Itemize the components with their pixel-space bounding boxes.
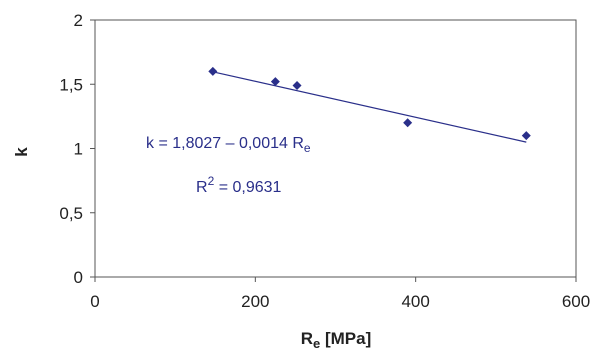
x-axis-label: Re [MPa]	[301, 329, 372, 351]
x-tick-label: 200	[241, 292, 269, 311]
r-squared-label: R2 = 0,9631	[196, 174, 282, 196]
x-axis-ticks: 0 200 400 600	[90, 277, 590, 311]
x-tick-label: 0	[90, 292, 99, 311]
data-point	[292, 81, 302, 91]
y-tick-label: 1,5	[59, 75, 83, 94]
x-tick-label: 400	[401, 292, 429, 311]
data-point	[208, 66, 218, 76]
trendline	[212, 71, 527, 143]
data-point	[521, 131, 531, 141]
data-point	[403, 118, 413, 128]
y-axis-label: k	[12, 147, 31, 157]
trendline-equation: k = 1,8027 – 0,0014 Re	[146, 135, 311, 155]
data-points	[208, 66, 531, 141]
y-tick-label: 1	[74, 140, 83, 159]
plot-area	[94, 19, 577, 278]
y-tick-label: 0	[74, 268, 83, 287]
x-tick-label: 600	[562, 292, 590, 311]
r2-value: = 0,9631	[214, 179, 281, 196]
x-axis-label-main: R	[301, 329, 313, 348]
x-axis-label-sub: e	[313, 336, 320, 351]
x-axis-label-unit: [MPa]	[320, 329, 371, 348]
r2-superscript: 2	[208, 174, 215, 188]
y-tick-label: 2	[74, 11, 83, 30]
data-point	[270, 77, 280, 87]
y-tick-label: 0,5	[59, 204, 83, 223]
y-axis-ticks: 0 0,5 1 1,5 2	[59, 11, 95, 287]
r2-prefix: R	[196, 179, 208, 196]
equation-subscript: e	[304, 141, 311, 155]
equation-main: k = 1,8027 – 0,0014 R	[146, 135, 304, 152]
